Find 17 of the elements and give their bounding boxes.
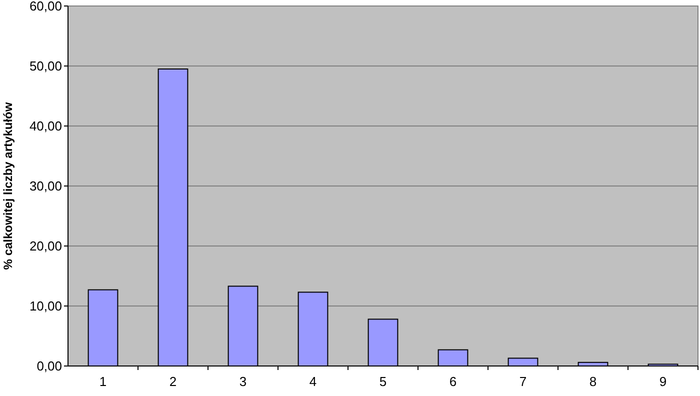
- x-tick-label: 6: [449, 374, 457, 389]
- y-tick-label: 30,00: [29, 178, 62, 194]
- y-axis-title: % calkowitej liczby artykułów: [1, 102, 15, 270]
- x-tick-label: 4: [309, 374, 317, 389]
- x-tick-label: 2: [169, 374, 177, 389]
- y-tick-label: 60,00: [29, 0, 62, 14]
- y-tick-label: 50,00: [29, 58, 62, 74]
- x-tick-label: 7: [519, 374, 527, 389]
- y-tick-label: 10,00: [29, 298, 62, 314]
- x-tick-label: 9: [659, 374, 667, 389]
- x-tick-label: 1: [99, 374, 107, 389]
- y-tick-label: 40,00: [29, 118, 62, 134]
- x-tick-label: 8: [589, 374, 597, 389]
- y-tick-label: 20,00: [29, 238, 62, 254]
- x-tick-label: 3: [239, 374, 247, 389]
- x-tick-label: 5: [379, 374, 387, 389]
- y-tick-label: 0,00: [36, 358, 62, 374]
